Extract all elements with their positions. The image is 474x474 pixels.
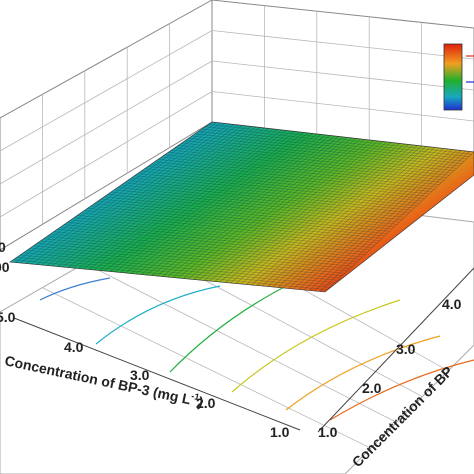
x-tick-label: 2.0 [196,395,216,411]
response-surface [10,122,474,292]
y-tick-label: 2.0 [362,380,382,396]
x-tick-label: 1.0 [270,424,290,440]
grid-lines [0,5,474,449]
y-tick-label: 3.0 [396,341,416,357]
x-axis-line [13,317,301,431]
y-tick-label: 4.0 [442,296,462,312]
color-legend [443,43,474,111]
x-tick-label: 3.0 [130,367,150,383]
surface-outline [9,121,474,293]
y-axis-line [317,267,474,433]
y-tick-label: 1.0 [318,424,338,440]
x-tick-label-edge: 5.0 [0,309,16,325]
x-tick-labels: 1.0 2.0 3.0 4.0 [64,339,290,440]
floor-contours [39,261,474,421]
y-tick-labels: 1.0 2.0 3.0 4.0 [318,296,462,440]
z-tick-label: 0 [0,239,6,255]
x-tick-label: 4.0 [64,339,84,355]
z-tick-label: 00 [0,259,10,275]
